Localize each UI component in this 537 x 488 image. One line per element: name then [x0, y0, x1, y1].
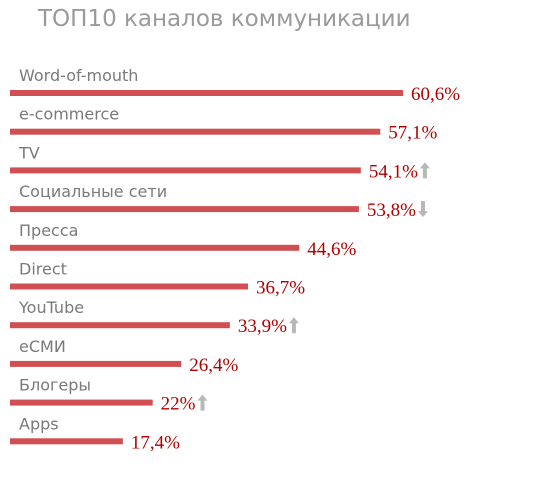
category-label: Блогеры	[19, 376, 91, 395]
bar	[10, 128, 381, 135]
value-label: 60,6%	[411, 84, 460, 105]
value-label: 44,6%	[307, 239, 356, 260]
value-label: 53,8%	[367, 200, 416, 221]
bar	[10, 360, 182, 367]
bar	[10, 399, 153, 406]
category-label: Word-of-mouth	[19, 66, 138, 85]
value-label: 36,7%	[256, 278, 305, 299]
trend-up-arrow-icon	[197, 394, 208, 411]
category-label: Социальные сети	[19, 182, 167, 201]
bar	[10, 167, 361, 174]
trend-up-arrow-icon	[288, 317, 299, 334]
value-label: 22%	[161, 394, 196, 415]
category-label: Пресса	[19, 221, 78, 240]
bar	[10, 322, 230, 329]
value-label: 54,1%	[369, 161, 418, 182]
bar	[10, 283, 249, 290]
bar	[10, 438, 123, 445]
category-label: TV	[18, 143, 40, 162]
bar	[10, 244, 300, 251]
bar	[10, 90, 403, 96]
chart-title: ТОП10 каналов коммуникации	[37, 6, 411, 32]
category-label: YouTube	[18, 298, 84, 317]
trend-down-arrow-icon	[417, 201, 428, 218]
chart-rows: Word-of-mouth 60,6% e-commerce 57,1% TV 54,1%…	[10, 66, 460, 453]
bar	[10, 206, 359, 213]
category-label: еСМИ	[19, 337, 66, 356]
category-label: Apps	[19, 414, 59, 433]
value-label: 26,4%	[189, 355, 238, 376]
trend-up-arrow-icon	[419, 162, 430, 179]
value-label: 33,9%	[238, 316, 287, 337]
category-label: e-commerce	[19, 105, 119, 124]
category-label: Direct	[19, 260, 67, 279]
value-label: 57,1%	[388, 123, 437, 144]
value-label: 17,4%	[131, 432, 180, 453]
